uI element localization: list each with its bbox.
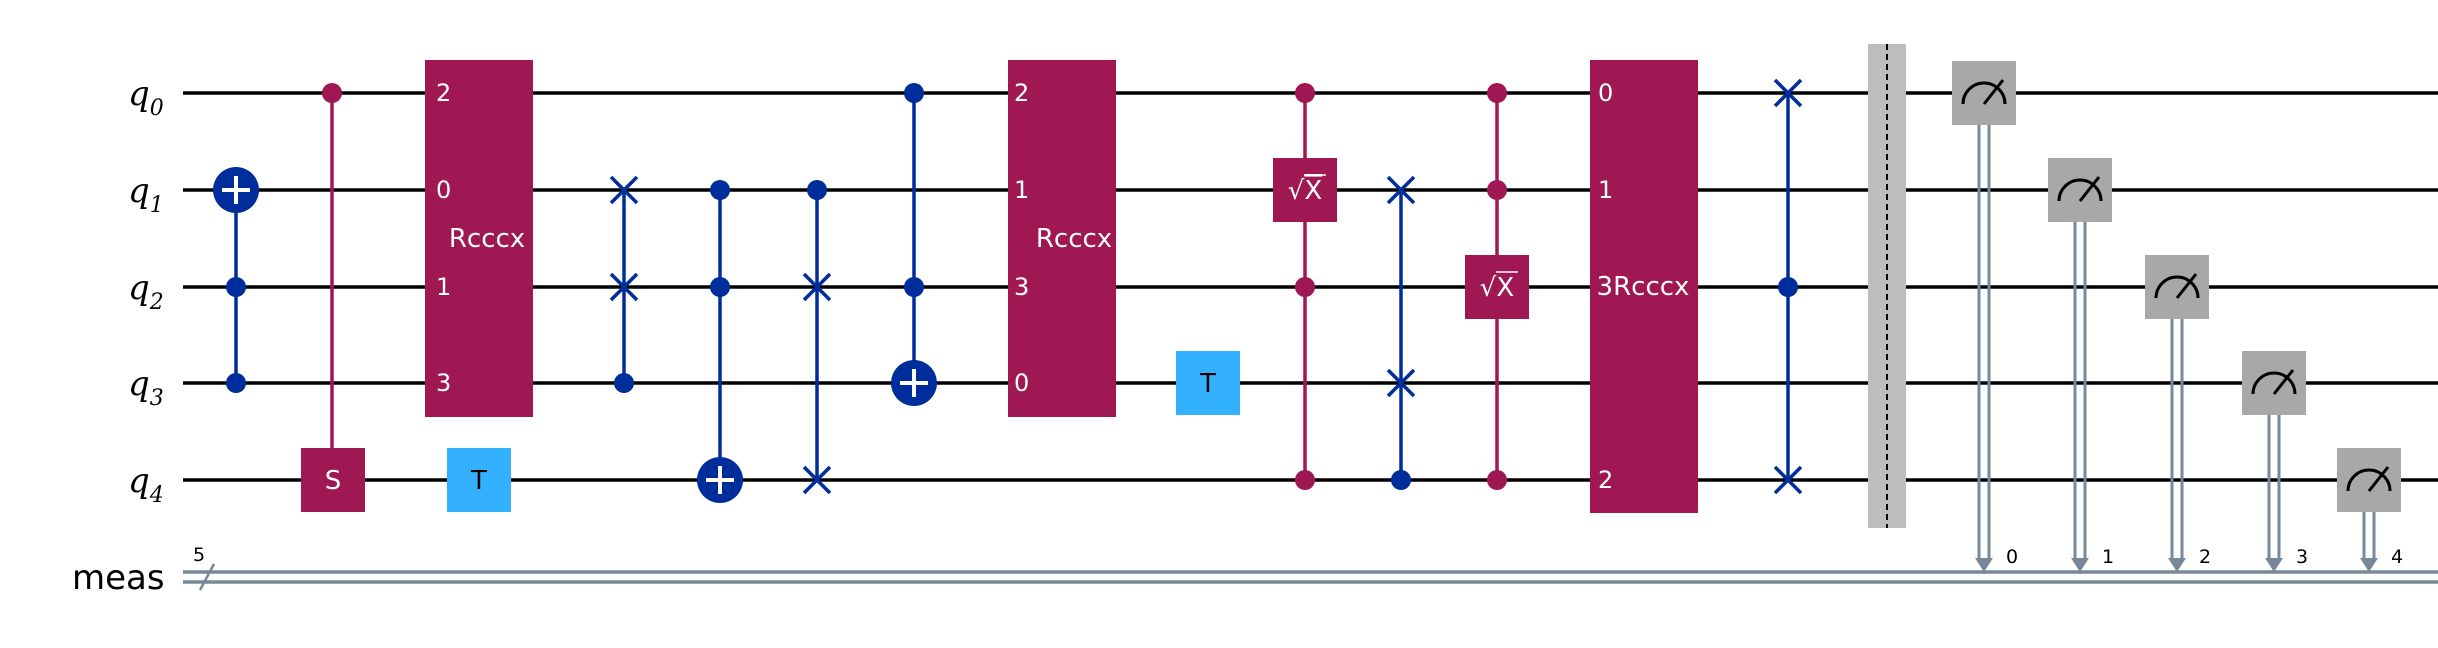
bit-index: 4 [2391, 546, 2403, 568]
sx-gate-label: √X [1288, 176, 1322, 206]
rcccx-label: 3Rcccx [1597, 272, 1690, 302]
measure-3: 3 [2242, 351, 2308, 572]
port-label: 2 [1014, 79, 1029, 107]
t-gate-box [447, 448, 511, 512]
ccx-gate-1 [213, 167, 259, 393]
t-gate-1: T [447, 448, 511, 512]
port-label: 2 [1598, 466, 1613, 494]
wire-labels: q0 q1 q2 q3 q4 meas [72, 74, 165, 598]
port-label: 0 [436, 176, 451, 204]
meter-icon [1961, 81, 2007, 105]
csx-gate-1: √X [1273, 83, 1337, 490]
control-dot [1295, 277, 1315, 297]
bus-size: 5 [193, 544, 205, 566]
swap-cross [1386, 368, 1416, 398]
swap-cross [1386, 175, 1416, 205]
label-q1: q1 [128, 171, 164, 218]
cs-gate: S [301, 83, 365, 512]
swap-cross [609, 175, 639, 205]
label-q3: q3 [128, 364, 164, 411]
measure-box [2337, 448, 2401, 512]
swap-cross [802, 465, 832, 495]
label-q2: q2 [128, 268, 164, 315]
cswap-gate-1 [609, 175, 639, 393]
control-dot [1487, 180, 1507, 200]
control-dot [1487, 470, 1507, 490]
measure-2: 2 [2145, 255, 2211, 572]
rcccx-gate-1: 2 0 1 3 Rcccx [425, 60, 533, 417]
bus-slash [198, 563, 216, 591]
swap-cross [609, 272, 639, 302]
measure-1: 1 [2048, 158, 2114, 572]
port-label: 2 [436, 79, 451, 107]
port-label: 3 [1014, 273, 1029, 301]
s-gate-label: S [325, 466, 342, 496]
control-dot [807, 180, 827, 200]
ccx-gate-2 [697, 180, 743, 503]
control-dot [226, 277, 246, 297]
cswap-gate-4 [1773, 78, 1803, 495]
rcccx-gate-2: 2 1 3 0 Rcccx [1008, 60, 1116, 417]
port-label: 3 [436, 369, 451, 397]
bit-index: 1 [2102, 546, 2114, 568]
measure-box [2048, 158, 2112, 222]
t-gate-box [1176, 351, 1240, 415]
meter-icon [2154, 275, 2200, 299]
rcccx-label: Rcccx [1036, 224, 1112, 254]
barrier [1868, 44, 1906, 528]
ccx-gate-3 [891, 83, 937, 406]
rcccx-box [1008, 60, 1116, 417]
meter-icon [2346, 468, 2392, 492]
port-label: 1 [1598, 176, 1613, 204]
sx-gate-label: √X [1480, 273, 1514, 303]
csx-gate-2: √X [1465, 83, 1529, 490]
bit-index: 3 [2296, 546, 2308, 568]
swap-cross [1773, 78, 1803, 108]
port-label: 0 [1598, 79, 1613, 107]
port-label: 1 [436, 273, 451, 301]
control-dot [710, 277, 730, 297]
rcccx-box [425, 60, 533, 417]
control-dot [226, 373, 246, 393]
label-meas: meas [72, 558, 165, 598]
bit-index: 0 [2006, 546, 2018, 568]
cswap-gate-3 [1386, 175, 1416, 490]
meter-icon [2251, 371, 2297, 395]
cswap-gate-2 [802, 180, 832, 495]
t-gate-label: T [1199, 369, 1216, 399]
port-label: 0 [1014, 369, 1029, 397]
control-dot [1295, 83, 1315, 103]
control-dot [1778, 277, 1798, 297]
swap-cross [802, 272, 832, 302]
s-gate-box [301, 448, 365, 512]
measure-box [2242, 351, 2306, 415]
control-dot [904, 277, 924, 297]
measure-box [2145, 255, 2209, 319]
port-label: 1 [1014, 176, 1029, 204]
control-dot [710, 180, 730, 200]
rcccx-gate-3: 0 1 2 3Rcccx [1590, 60, 1698, 513]
control-dot [1487, 83, 1507, 103]
swap-cross [1773, 465, 1803, 495]
control-dot [614, 373, 634, 393]
classical-wire: 5 [183, 544, 2438, 591]
control-dot [1391, 470, 1411, 490]
sx-gate-box [1273, 158, 1337, 222]
control-dot [904, 83, 924, 103]
t-gate-label: T [470, 466, 487, 496]
measure-box [1952, 61, 2016, 125]
rcccx-label: Rcccx [449, 224, 525, 254]
control-dot [1295, 470, 1315, 490]
rcccx-box [1590, 60, 1698, 513]
control-dot [322, 83, 342, 103]
label-q4: q4 [128, 461, 164, 508]
t-gate-2: T [1176, 351, 1240, 415]
bit-index: 2 [2199, 546, 2211, 568]
measure-0: 0 [1952, 61, 2018, 572]
label-q0: q0 [128, 74, 164, 121]
measure-4: 4 [2337, 448, 2403, 572]
sx-gate-box [1465, 255, 1529, 319]
meter-icon [2057, 178, 2103, 202]
